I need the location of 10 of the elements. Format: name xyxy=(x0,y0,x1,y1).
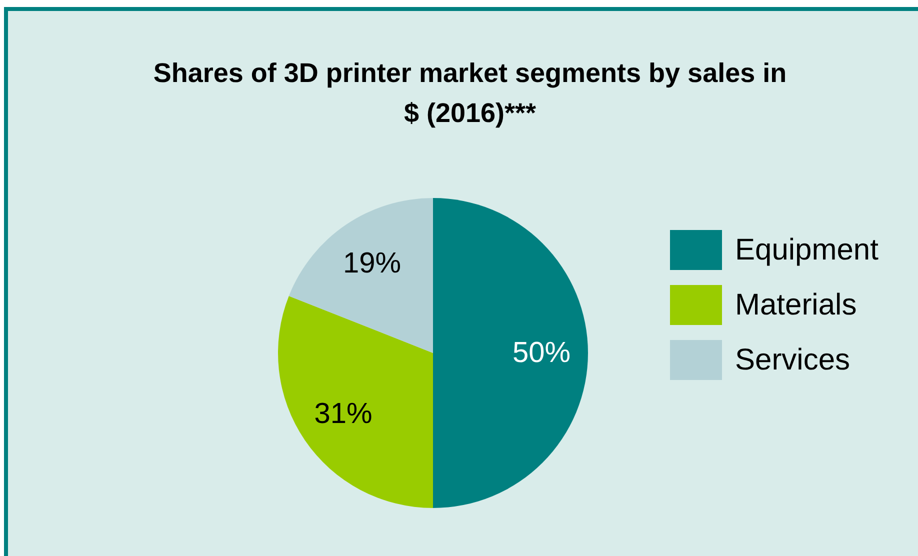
legend-label: Materials xyxy=(735,288,857,322)
data-label: 50% xyxy=(512,337,571,369)
pie-slice xyxy=(433,198,588,508)
chart-title: Shares of 3D printer market segments by sales in $ (2016)*** xyxy=(153,58,787,128)
legend-label: Equipment xyxy=(735,234,880,266)
pie-slice xyxy=(288,198,433,353)
data-label: 19% xyxy=(342,247,402,280)
data-label: 31% xyxy=(314,398,372,430)
legend-label: Services xyxy=(735,344,850,376)
pie-slice xyxy=(278,296,433,508)
